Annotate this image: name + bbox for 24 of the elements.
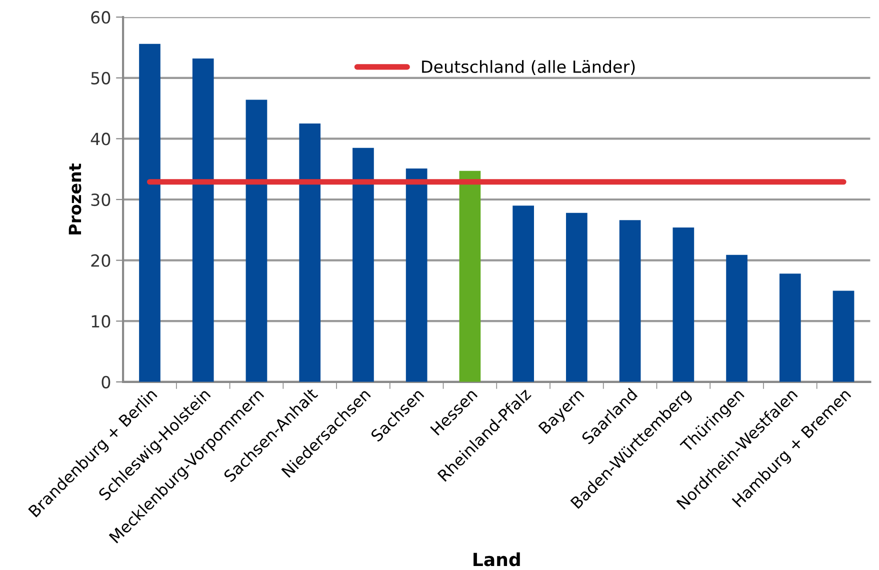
bar <box>832 290 854 382</box>
y-tick-label: 50 <box>91 72 110 84</box>
bar <box>726 254 748 382</box>
y-tick-label: 40 <box>90 132 110 146</box>
bar <box>672 227 694 382</box>
bar <box>779 274 801 382</box>
bar <box>406 168 428 382</box>
x-axis-title: Land <box>474 552 520 566</box>
y-tick-label: 30 <box>91 193 110 206</box>
legend-label: Deutschland (alle Länder) <box>422 60 635 75</box>
y-tick-label: 10 <box>92 315 110 328</box>
bar <box>299 124 321 382</box>
bar <box>192 58 214 382</box>
bar <box>246 100 268 382</box>
bar <box>566 212 588 382</box>
y-tick-label: 60 <box>91 11 110 24</box>
y-axis-title: Prozent <box>68 164 82 234</box>
y-tick-label: 20 <box>91 254 110 267</box>
bar <box>139 44 160 382</box>
bar <box>352 148 374 382</box>
y-tick-label: 0 <box>102 376 110 388</box>
bar <box>619 220 641 382</box>
bar <box>512 206 534 382</box>
bar <box>459 170 481 382</box>
